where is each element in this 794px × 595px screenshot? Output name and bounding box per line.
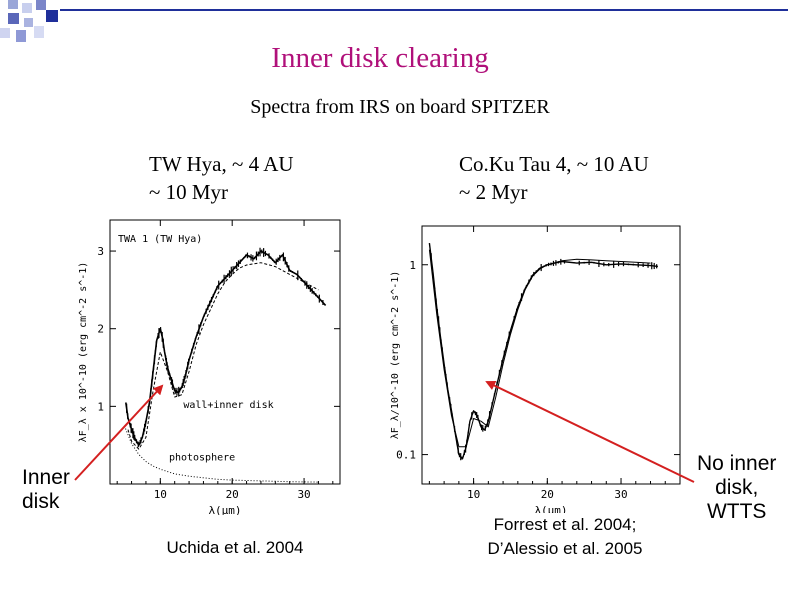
- x-tick-label: 10: [467, 488, 480, 501]
- series-line-wall-inner-disk: [127, 262, 319, 450]
- no-inner-line2: disk,: [715, 476, 759, 499]
- plot-frame: [109, 219, 341, 485]
- coku-tau4-spectrum-chart: 10 20 30 0.1 1 λ(μm) λF_λ/10^-10 (erg cm^-2 s^…: [390, 225, 681, 513]
- x-tick-label: 20: [541, 488, 554, 501]
- series-line-photosphere: [123, 425, 319, 483]
- no-inner-line3: WTTS: [706, 500, 767, 523]
- y-tick-label: 1: [97, 400, 104, 413]
- left-citation: Uchida et al. 2004: [166, 538, 304, 557]
- y-tick-label: 1: [409, 259, 416, 272]
- series-line-model: [428, 249, 651, 448]
- right-citation-line2: D’Alessio et al. 2005: [487, 539, 643, 558]
- x-tick-label: 30: [297, 488, 310, 501]
- inner-disk-arrow: [74, 384, 164, 481]
- inner-disk-line2: disk: [22, 490, 60, 513]
- x-axis-label: λ(μm): [208, 504, 241, 515]
- y-tick-label: 0.1: [396, 449, 416, 462]
- inner-disk-label: Inner disk: [22, 466, 70, 514]
- left-label-line1: TW Hya, ~ 4 AU: [149, 152, 294, 176]
- chart-annotation: wall+inner disk: [183, 400, 273, 411]
- y-tick-label: 2: [97, 323, 104, 336]
- right-citation-line1: Forrest et al. 2004;: [493, 515, 637, 534]
- left-label-line2: ~ 10 Myr: [149, 180, 229, 204]
- inner-disk-line1: Inner: [22, 466, 70, 489]
- chart-annotation: photosphere: [169, 453, 235, 464]
- x-tick-label: 20: [226, 488, 239, 501]
- x-axis-label: λ(μm): [534, 504, 567, 513]
- left-object-label: TW Hya, ~ 4 AU ~ 10 Myr: [149, 150, 294, 206]
- y-axis-label: λF_λ/10^-10 (erg cm^-2 s^-1): [390, 271, 401, 440]
- chart-title: TWA 1 (TW Hya): [118, 234, 202, 245]
- right-citation: Forrest et al. 2004; D’Alessio et al. 20…: [470, 513, 660, 561]
- right-label-line2: ~ 2 Myr: [459, 180, 528, 204]
- tw-hya-spectrum-chart: 10 20 30 1 2 3 λ(μm) λF_λ x 10^-10 (erg cm^-2 s…: [78, 219, 341, 515]
- y-tick-label: 3: [97, 245, 104, 258]
- y-axis-label: λF_λ x 10^-10 (erg cm^-2 s^-1): [78, 262, 89, 443]
- plot-frame: [421, 225, 681, 485]
- decorative-squares: [0, 0, 60, 45]
- right-label-line1: Co.Ku Tau 4, ~ 10 AU: [459, 152, 649, 176]
- x-tick-label: 30: [614, 488, 627, 501]
- right-object-label: Co.Ku Tau 4, ~ 10 AU ~ 2 Myr: [459, 150, 649, 206]
- title-rule: [60, 9, 788, 11]
- no-inner-disk-label: No inner disk, WTTS: [697, 452, 776, 524]
- slide-title: Inner disk clearing: [271, 42, 489, 74]
- slide-subtitle: Spectra from IRS on board SPITZER: [250, 96, 550, 118]
- no-inner-line1: No inner: [697, 452, 777, 475]
- no-inner-disk-arrow: [485, 380, 695, 483]
- x-tick-label: 10: [154, 488, 167, 501]
